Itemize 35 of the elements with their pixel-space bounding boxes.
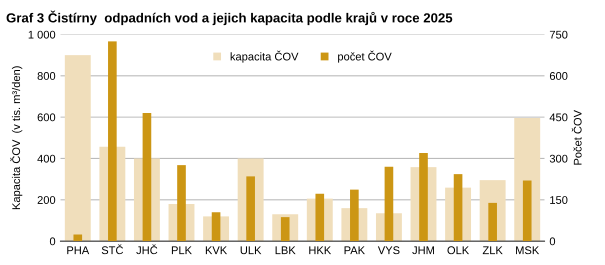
y-tick-label: 1 000 [28,30,56,39]
legend-label: počet ČOV [338,50,392,63]
y-tick-label: 400 [37,154,56,163]
y2-tick-label: 600 [550,72,568,80]
x-tick-label: JHM [412,246,434,254]
y-tick-label: 800 [38,72,56,80]
x-tick-label: ZLK [482,246,503,254]
y2-tick-label: 300 [550,154,568,163]
bar [73,234,82,242]
x-tick-label: VYS [378,246,400,254]
x-tick-label: PHA [67,246,90,254]
bar [522,180,532,242]
x-tick-label: KVK [206,246,228,254]
x-tick-label: STČ [102,244,124,254]
legend-label: kapacita ČOV [230,50,298,63]
x-tick-label: LBK [276,246,296,254]
x-tick-label: ULK [240,246,262,254]
x-tick-label: PLK [172,246,192,254]
x-tick-label: OLK [447,246,470,254]
y2-tick-label: 0 [550,237,556,246]
y2-tick-label: 450 [550,113,568,122]
y2-axis-title: Počet ČOV [572,110,582,165]
chart-title: Graf 3 Čistírny odpadních vod a jejich kapacita podle krajů v roce 2025 [6,10,452,26]
y2-tick-label: 150 [550,196,568,204]
bar [488,202,497,242]
y-tick-label: 0 [50,237,56,246]
y-tick-label: 200 [38,196,56,204]
x-tick-label: MSK [516,246,540,254]
y-axis-title: Kapacita ČOV (v tis. m³/den) [10,66,22,210]
y2-tick-label: 750 [550,30,568,39]
y-tick-label: 600 [38,113,56,122]
x-tick-label: PAK [344,246,365,254]
x-tick-label: HKK [309,246,332,254]
bar [64,55,91,242]
x-tick-label: JHČ [136,244,158,254]
